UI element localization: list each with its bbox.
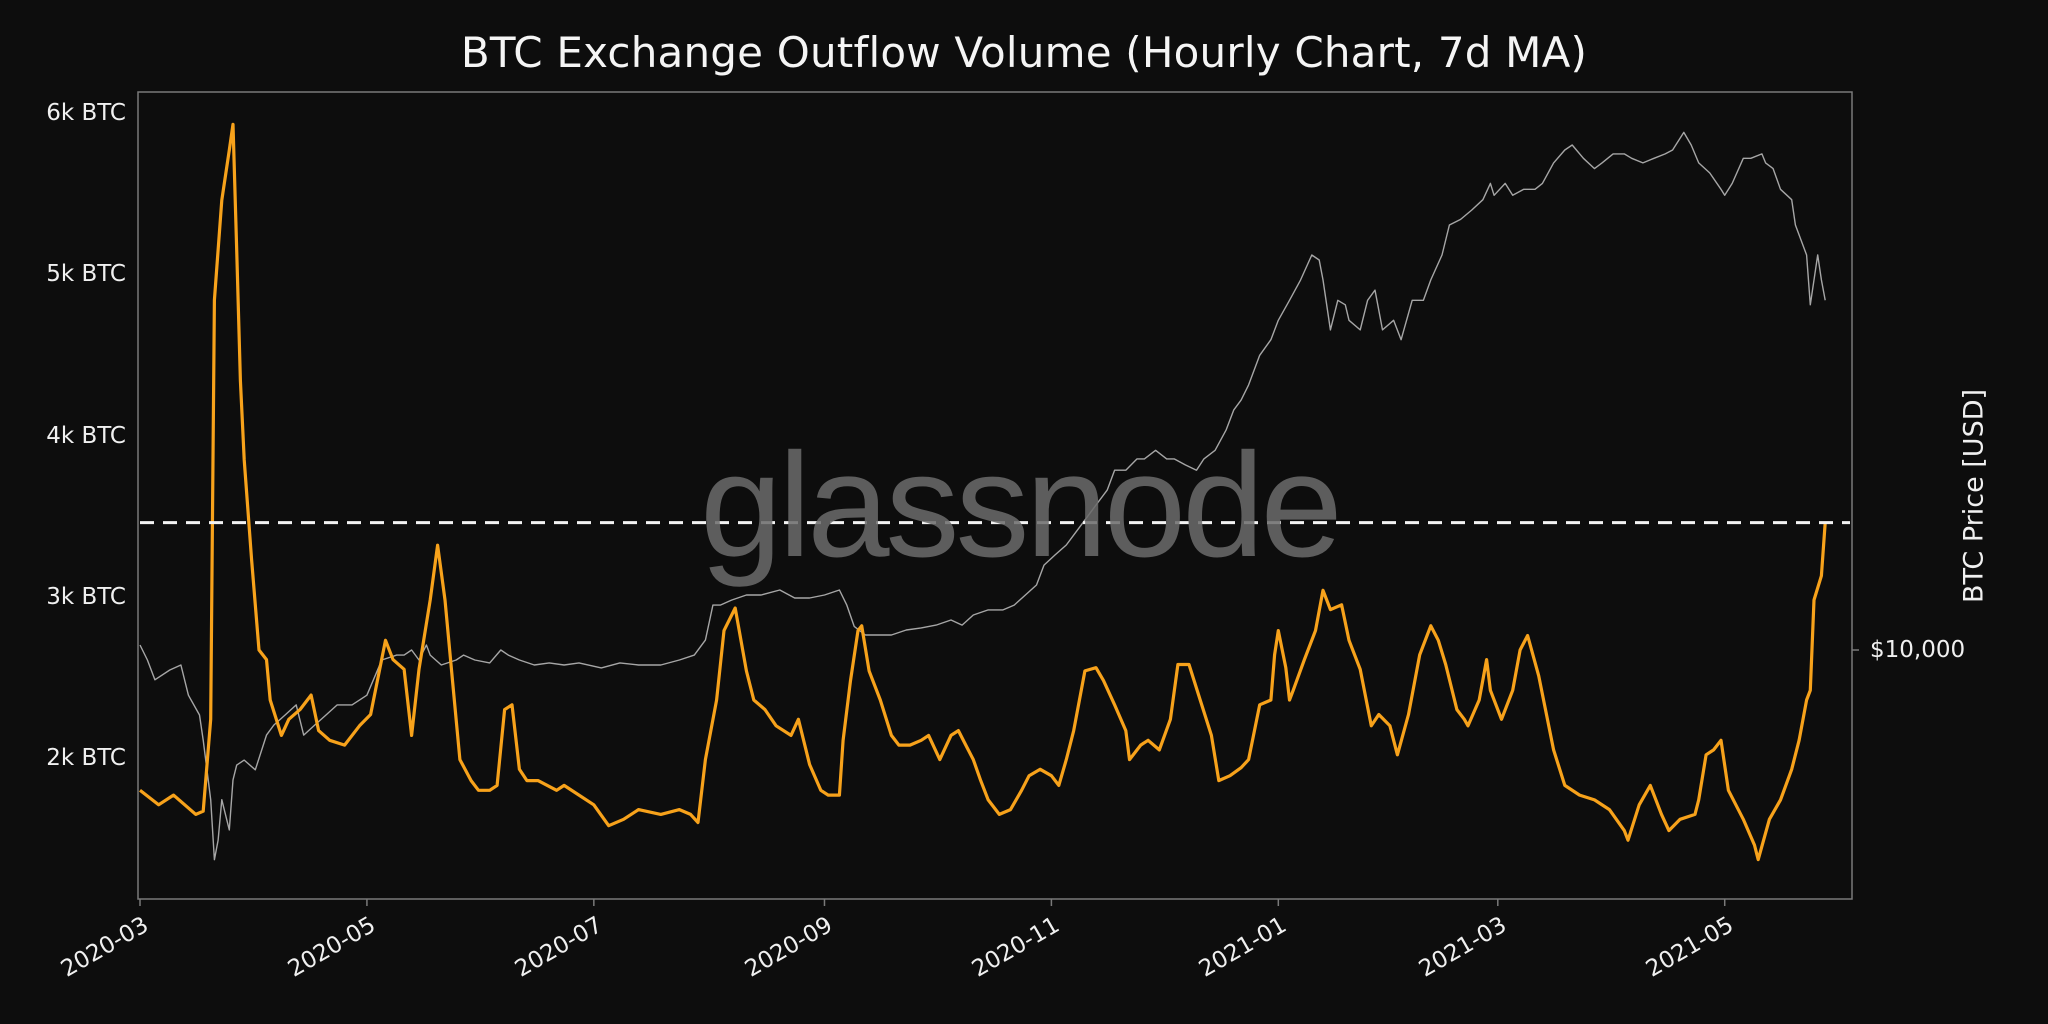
chart-title: BTC Exchange Outflow Volume (Hourly Char… [460,28,1588,77]
y-tick-label: 5k BTC [46,261,126,288]
x-axis-tick-marks [139,899,1726,906]
y-tick-label: 4k BTC [46,422,126,449]
right-axis-label: BTC Price [USD] [1958,388,1990,604]
plot-frame [137,91,1853,900]
right-y-tick-label: $10,000 [1870,637,1966,663]
y-tick-label: 3k BTC [46,583,126,610]
outflow-volume-line [139,122,1827,862]
glassnode-watermark: glassnode [700,423,1343,588]
y-tick-label: 2k BTC [46,745,126,771]
y-tick-label: 6k BTC [46,100,126,126]
